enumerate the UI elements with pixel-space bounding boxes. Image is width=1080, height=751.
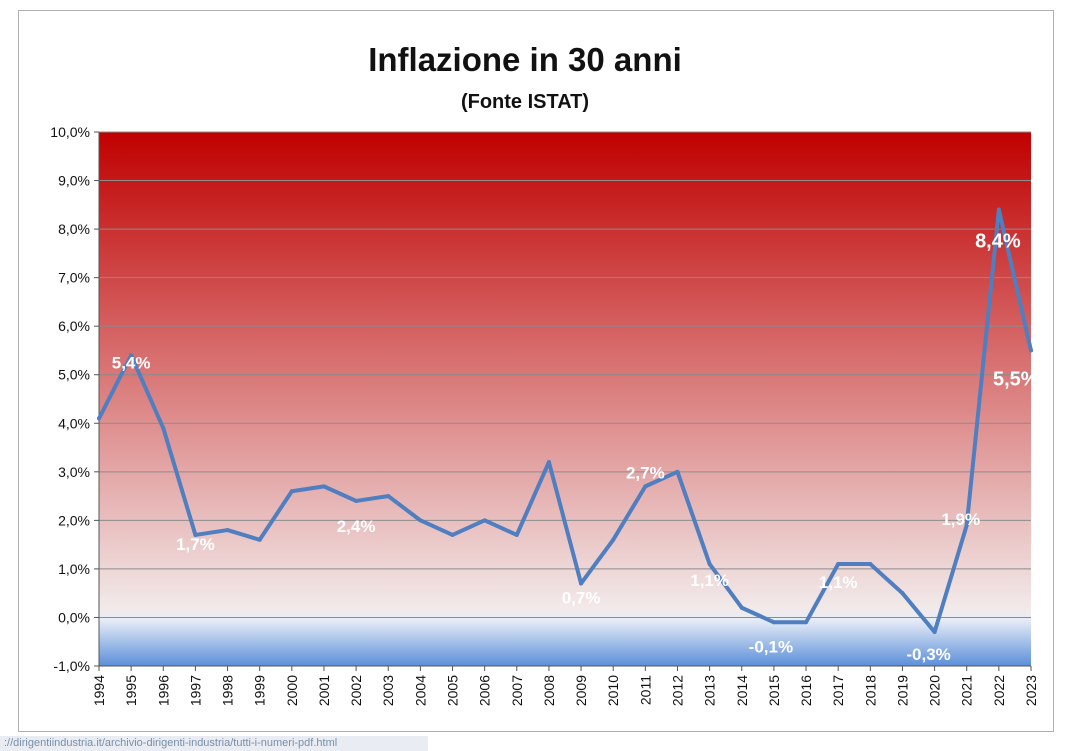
data-point — [225, 528, 230, 533]
data-label: 1,1% — [690, 571, 729, 590]
data-point — [868, 562, 873, 567]
x-tick-label: 2014 — [734, 675, 750, 706]
data-point — [321, 484, 326, 489]
data-point — [996, 207, 1001, 212]
x-tick-label: 2012 — [669, 675, 685, 706]
x-tick-label: 1995 — [123, 675, 139, 706]
data-label: 0,7% — [562, 588, 601, 607]
x-tick-label: 2006 — [477, 675, 493, 706]
y-tick-label: 1,0% — [58, 561, 90, 577]
x-tick-label: 2015 — [766, 675, 782, 706]
x-tick-label: 2003 — [380, 675, 396, 706]
data-point — [579, 581, 584, 586]
data-point — [97, 416, 101, 421]
x-tick-label: 2010 — [605, 675, 621, 706]
chart-subtitle: (Fonte ISTAT) — [460, 91, 590, 113]
data-point — [739, 605, 744, 610]
data-point — [900, 591, 905, 596]
x-tick-label: 2018 — [862, 675, 878, 706]
x-tick-label: 2016 — [798, 675, 814, 706]
data-label: 5,4% — [112, 353, 151, 372]
y-tick-label: 2,0% — [58, 512, 90, 528]
data-point — [707, 562, 712, 567]
series-line — [97, 207, 1033, 635]
chart-title: Inflazione in 30 anni — [368, 41, 682, 78]
x-tick-label: 2013 — [702, 675, 718, 706]
x-tick-label: 2007 — [509, 675, 525, 706]
y-tick-label: -1,0% — [53, 658, 90, 674]
x-tick-label: 2020 — [927, 675, 943, 706]
data-label: -0,3% — [906, 645, 950, 664]
data-label: 8,4% — [975, 231, 1021, 253]
y-tick-label: 10,0% — [50, 124, 90, 140]
data-point — [964, 523, 969, 528]
x-tick-label: 1996 — [155, 675, 171, 706]
data-point — [450, 532, 455, 537]
data-point — [193, 532, 198, 537]
y-tick-label: 8,0% — [58, 221, 90, 237]
data-point — [354, 498, 359, 503]
data-point — [1029, 348, 1033, 353]
data-point — [804, 620, 809, 625]
data-point — [771, 620, 776, 625]
y-tick-label: 7,0% — [58, 270, 90, 286]
data-point — [675, 469, 680, 474]
x-tick-label: 2005 — [445, 675, 461, 706]
plot-area-background — [99, 132, 1031, 666]
y-tick-label: 3,0% — [58, 464, 90, 480]
data-point — [643, 484, 648, 489]
data-point — [257, 537, 262, 542]
x-tick-label: 2023 — [1023, 675, 1039, 706]
x-tick-label: 1999 — [252, 675, 268, 706]
x-tick-label: 2017 — [830, 675, 846, 706]
data-label: -0,1% — [749, 637, 793, 656]
data-point — [129, 353, 134, 358]
data-point — [161, 426, 166, 431]
data-point — [836, 562, 841, 567]
data-label: 2,4% — [337, 517, 376, 536]
x-tick-label: 2021 — [959, 675, 975, 706]
x-tick-label: 1998 — [220, 675, 236, 706]
source-url[interactable]: ://dirigentiindustria.it/archivio-dirige… — [0, 736, 428, 751]
data-point — [546, 460, 551, 465]
data-point — [514, 532, 519, 537]
y-tick-label: 5,0% — [58, 367, 90, 383]
x-tick-label: 2019 — [894, 675, 910, 706]
line-chart: -1,0% 0,0% 1,0% 2,0% 3,0% 4,0% 5,0% 6,0% 7,0% 8,0… — [50, 124, 1039, 706]
data-point — [482, 518, 487, 523]
data-point — [386, 494, 391, 499]
y-tick-label: 9,0% — [58, 173, 90, 189]
x-tick-label: 1994 — [91, 675, 107, 706]
data-label: 1,7% — [176, 535, 215, 554]
data-label: 1,1% — [819, 573, 858, 592]
y-tick-label: 0,0% — [58, 609, 90, 625]
x-tick-label: 2009 — [573, 675, 589, 706]
y-tick-label: 4,0% — [58, 415, 90, 431]
data-point — [932, 630, 937, 635]
data-label: 2,7% — [626, 463, 665, 482]
x-tick-label: 2000 — [284, 675, 300, 706]
chart-frame: Inflazione in 30 anni (Fonte ISTAT) -1,0… — [18, 10, 1054, 732]
data-point — [611, 537, 616, 542]
x-tick-label: 2004 — [412, 675, 428, 706]
x-tick-label: 2022 — [991, 675, 1007, 706]
y-tick-label: 6,0% — [58, 318, 90, 334]
x-tick-label: 2002 — [348, 675, 364, 706]
x-tick-label: 1997 — [187, 675, 203, 706]
data-point — [418, 518, 423, 523]
data-label: 1,9% — [941, 510, 980, 529]
data-label: 5,5% — [993, 368, 1039, 390]
x-tick-label: 2001 — [316, 675, 332, 706]
x-tick-label: 2011 — [637, 675, 653, 705]
data-point — [289, 489, 294, 494]
x-tick-label: 2008 — [541, 675, 557, 706]
